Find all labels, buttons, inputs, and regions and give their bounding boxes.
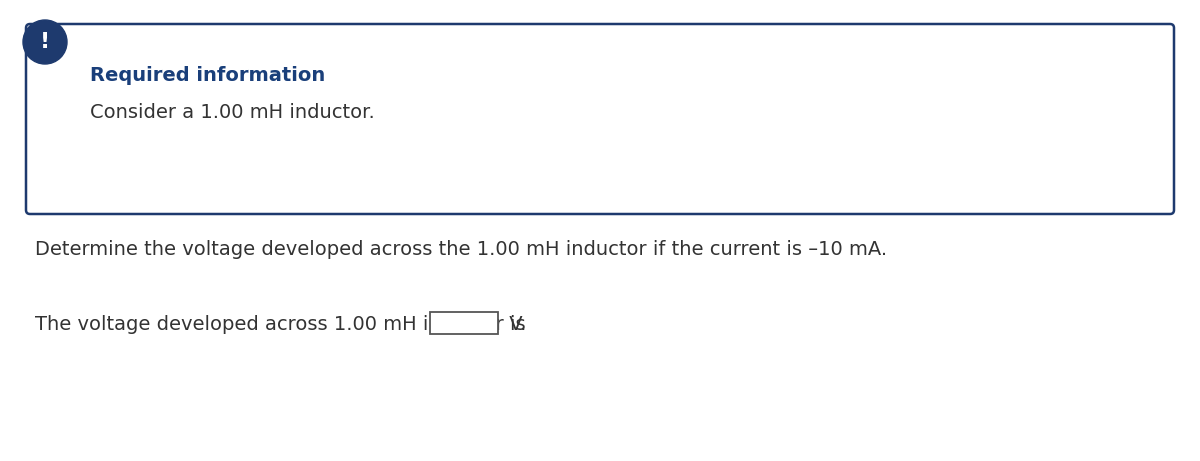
Text: Consider a 1.00 mH inductor.: Consider a 1.00 mH inductor.	[90, 103, 374, 122]
Text: Determine the voltage developed across the 1.00 mH inductor if the current is –1: Determine the voltage developed across t…	[35, 240, 887, 259]
Bar	[430, 312, 498, 334]
Text: V.: V.	[503, 315, 527, 334]
Text: Required information: Required information	[90, 66, 325, 85]
Text: The voltage developed across 1.00 mH inductor is: The voltage developed across 1.00 mH ind…	[35, 315, 526, 334]
Circle shape	[23, 20, 67, 64]
Text: !: !	[40, 32, 50, 52]
FancyBboxPatch shape	[26, 24, 1174, 214]
